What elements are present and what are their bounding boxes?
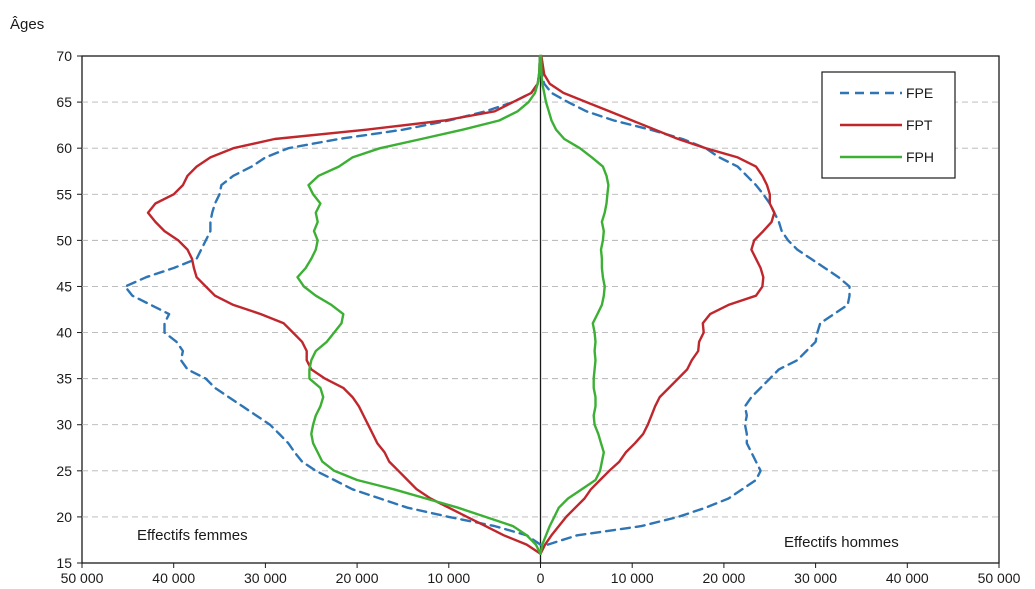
y-tick-label: 25 [56, 463, 72, 479]
x-tick-label: 50 000 [61, 570, 104, 586]
legend-label-fph: FPH [906, 149, 934, 165]
x-tick-label: 10 000 [427, 570, 470, 586]
x-tick-label: 10 000 [611, 570, 654, 586]
x-tick-label: 20 000 [336, 570, 379, 586]
x-tick-label: 40 000 [886, 570, 929, 586]
y-tick-label: 55 [56, 186, 72, 202]
x-tick-label: 0 [537, 570, 545, 586]
y-tick-label: 60 [56, 140, 72, 156]
series-fpt-women-line [146, 54, 542, 555]
x-tick-label: 40 000 [152, 570, 195, 586]
y-tick-label: 35 [56, 371, 72, 387]
y-tick-label: 65 [56, 94, 72, 110]
y-tick-label: 50 [56, 232, 72, 248]
y-tick-label: 20 [56, 509, 72, 525]
legend: FPE FPT FPH [821, 71, 956, 179]
gridlines [82, 101, 999, 518]
series-fph-women-line [296, 54, 542, 555]
y-axis-ticks: 15 20 25 30 35 40 45 50 55 60 65 70 [56, 48, 82, 571]
x-tick-label: 50 000 [978, 570, 1021, 586]
y-tick-label: 15 [56, 555, 72, 571]
y-tick-label: 30 [56, 417, 72, 433]
series-fpt-men-line [539, 54, 776, 555]
legend-label-fpt: FPT [906, 117, 933, 133]
x-tick-label: 30 000 [794, 570, 837, 586]
annotation-women: Effectifs femmes [137, 527, 248, 544]
y-tick-label: 45 [56, 278, 72, 294]
annotation-men: Effectifs hommes [784, 534, 899, 551]
x-axis-ticks: 50 000 40 000 30 000 20 000 10 000 0 10 000 20 … [61, 563, 1021, 586]
series-lines [123, 54, 851, 555]
y-axis-title: Âges [10, 16, 44, 33]
series-fph-men-line [539, 54, 610, 555]
series-fpe-men-line [539, 54, 851, 546]
y-tick-label: 70 [56, 48, 72, 64]
x-tick-label: 20 000 [702, 570, 745, 586]
legend-label-fpe: FPE [906, 85, 933, 101]
y-tick-label: 40 [56, 325, 72, 341]
x-tick-label: 30 000 [244, 570, 287, 586]
series-fpe-women-line [123, 54, 542, 546]
